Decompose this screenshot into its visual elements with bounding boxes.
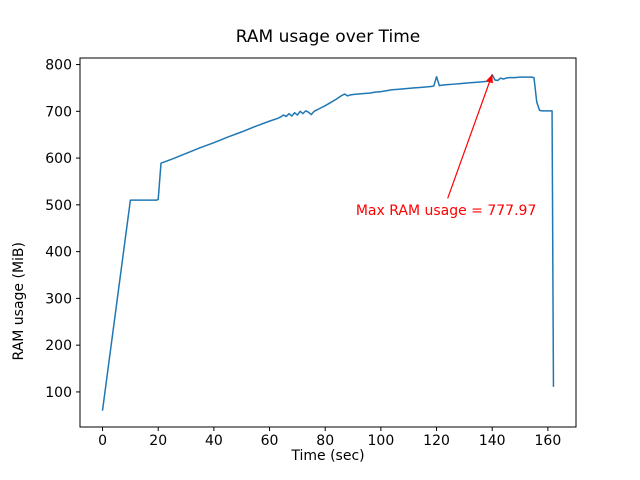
- chart-title: RAM usage over Time: [235, 27, 421, 47]
- y-tick-label: 100: [45, 385, 72, 401]
- y-tick-label: 200: [45, 338, 72, 354]
- y-tick-label: 700: [45, 104, 72, 120]
- annotation-arrow-line: [447, 74, 493, 199]
- y-tick-label: 300: [45, 291, 72, 307]
- y-tick-label: 500: [45, 198, 72, 214]
- x-tick-label: 160: [535, 433, 562, 449]
- annotation-arrowhead: [485, 74, 493, 84]
- y-tick-label: 800: [45, 58, 72, 74]
- y-tick-label: 600: [45, 151, 72, 167]
- x-tick-label: 100: [368, 433, 395, 449]
- plot-frame: [79, 57, 577, 428]
- x-tick-label: 140: [479, 433, 506, 449]
- annotation-text: Max RAM usage = 777.97: [356, 203, 537, 219]
- x-tick-label: 0: [98, 433, 107, 449]
- x-tick-label: 40: [205, 433, 223, 449]
- x-tick-label: 120: [423, 433, 450, 449]
- y-tick-label: 400: [45, 245, 72, 261]
- x-axis-label: Time (sec): [291, 448, 365, 464]
- ram-usage-line: [101, 74, 555, 411]
- x-tick-label: 60: [261, 433, 279, 449]
- x-tick-label: 80: [316, 433, 334, 449]
- x-tick-label: 20: [149, 433, 167, 449]
